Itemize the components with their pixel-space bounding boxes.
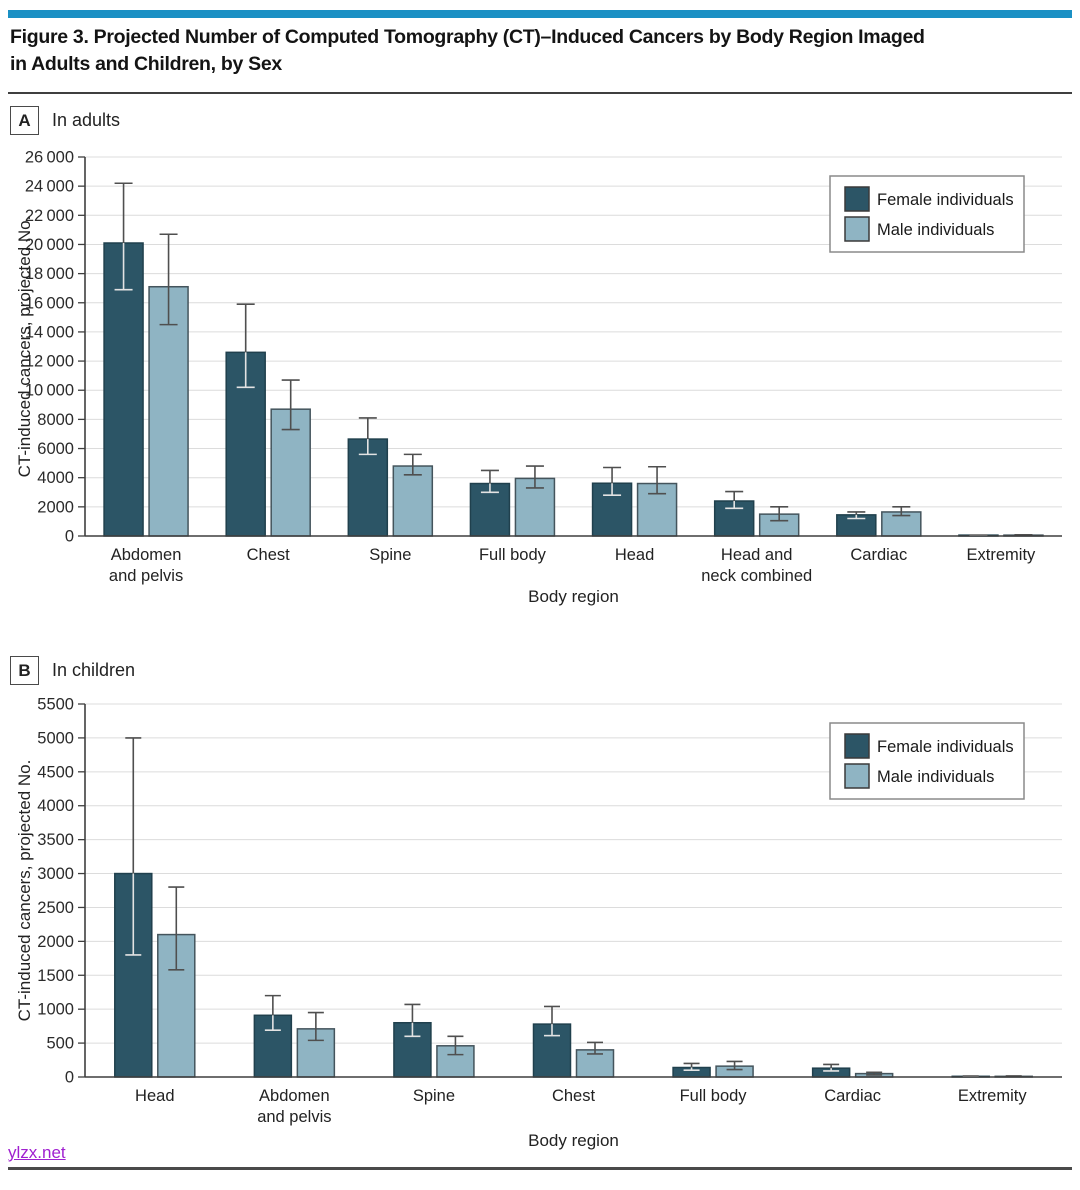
x-category-label: Extremity	[958, 1087, 1028, 1105]
y-tick-label: 4000	[37, 469, 74, 487]
chart-adults: 0 2000 4000 6000 8000 10 000 12 000 14 000 16 00…	[15, 149, 1062, 606]
x-category-label: Full body	[479, 546, 547, 564]
figure-title-line2: in Adults and Children, by Sex	[10, 53, 282, 75]
y-axis-title: CT-induced cancers, projected No.	[15, 216, 34, 478]
legend-label: Female individuals	[877, 191, 1014, 209]
y-tick-label: 3500	[37, 831, 74, 849]
y-tick-label: 2000	[37, 498, 74, 516]
y-tick-label: 5000	[37, 729, 74, 747]
panel-a-header: A In adults	[10, 106, 120, 135]
x-category-label: Abdomen	[259, 1087, 330, 1105]
y-tick-label: 24 000	[25, 178, 74, 196]
legend-swatch	[844, 763, 870, 789]
x-category-label: Spine	[413, 1087, 455, 1105]
y-tick-label: 8000	[37, 411, 74, 429]
y-tick-label: 26 000	[25, 149, 74, 167]
legend-label: Female individuals	[877, 738, 1014, 756]
y-tick-label: 1000	[37, 1001, 74, 1019]
x-category-label: Chest	[552, 1087, 596, 1105]
bar	[148, 285, 189, 537]
y-tick-label: 5500	[37, 696, 74, 714]
y-tick-label: 2000	[37, 933, 74, 951]
y-tick-label: 4500	[37, 763, 74, 781]
x-category-label: neck combined	[701, 567, 812, 585]
legend-swatch	[844, 733, 870, 759]
legend-label: Male individuals	[877, 221, 994, 239]
panel-b-header: B In children	[10, 656, 135, 685]
x-axis-title: Body region	[528, 587, 619, 606]
panel-a-title: In adults	[52, 110, 121, 130]
y-tick-label: 20 000	[25, 236, 74, 254]
y-tick-label: 1500	[37, 967, 74, 985]
x-category-label: Cardiac	[850, 546, 907, 564]
title-divider	[8, 92, 1072, 94]
y-tick-label: 2500	[37, 899, 74, 917]
x-category-label: Head and	[721, 546, 793, 564]
y-tick-label: 18 000	[25, 265, 74, 283]
x-category-label: and pelvis	[109, 567, 183, 585]
chart-children: 0 500 1000 1500 2000 2500 3000 3500 4000 4500 5000…	[15, 696, 1062, 1150]
x-category-label: Extremity	[967, 546, 1037, 564]
y-tick-label: 0	[65, 528, 74, 546]
legend-swatch	[844, 216, 870, 242]
footer-link[interactable]: ylzx.net	[8, 1143, 66, 1162]
bottom-rule	[8, 1167, 1072, 1170]
y-tick-label: 3000	[37, 865, 74, 883]
panel-a-label: A	[10, 106, 39, 135]
y-tick-label: 14 000	[25, 323, 74, 341]
panel-b-title: In children	[52, 660, 136, 680]
legend-label: Male individuals	[877, 768, 994, 786]
panel-b-label: B	[10, 656, 39, 685]
y-tick-label: 0	[65, 1069, 74, 1087]
y-tick-label: 12 000	[25, 353, 74, 371]
x-category-label: and pelvis	[257, 1108, 331, 1126]
y-tick-label: 16 000	[25, 294, 74, 312]
x-category-label: Spine	[369, 546, 411, 564]
x-category-label: Head	[615, 546, 654, 564]
y-tick-label: 500	[46, 1035, 74, 1053]
x-category-label: Full body	[680, 1087, 748, 1105]
y-tick-label: 6000	[37, 440, 74, 458]
y-tick-label: 10 000	[25, 382, 74, 400]
bar	[392, 465, 434, 537]
x-category-label: Cardiac	[824, 1087, 881, 1105]
x-axis-title: Body region	[528, 1131, 619, 1150]
y-tick-label: 22 000	[25, 207, 74, 225]
x-category-label: Chest	[247, 546, 291, 564]
y-tick-label: 4000	[37, 797, 74, 815]
figure-title-line1: Figure 3. Projected Number of Computed T…	[10, 26, 925, 48]
y-axis-title: CT-induced cancers, projected No.	[15, 760, 34, 1022]
x-category-label: Abdomen	[111, 546, 182, 564]
figure-title: Figure 3. Projected Number of Computed T…	[10, 24, 1072, 78]
bar	[103, 242, 144, 537]
x-category-label: Head	[135, 1087, 174, 1105]
legend-swatch	[844, 186, 870, 212]
accent-bar	[8, 10, 1072, 18]
